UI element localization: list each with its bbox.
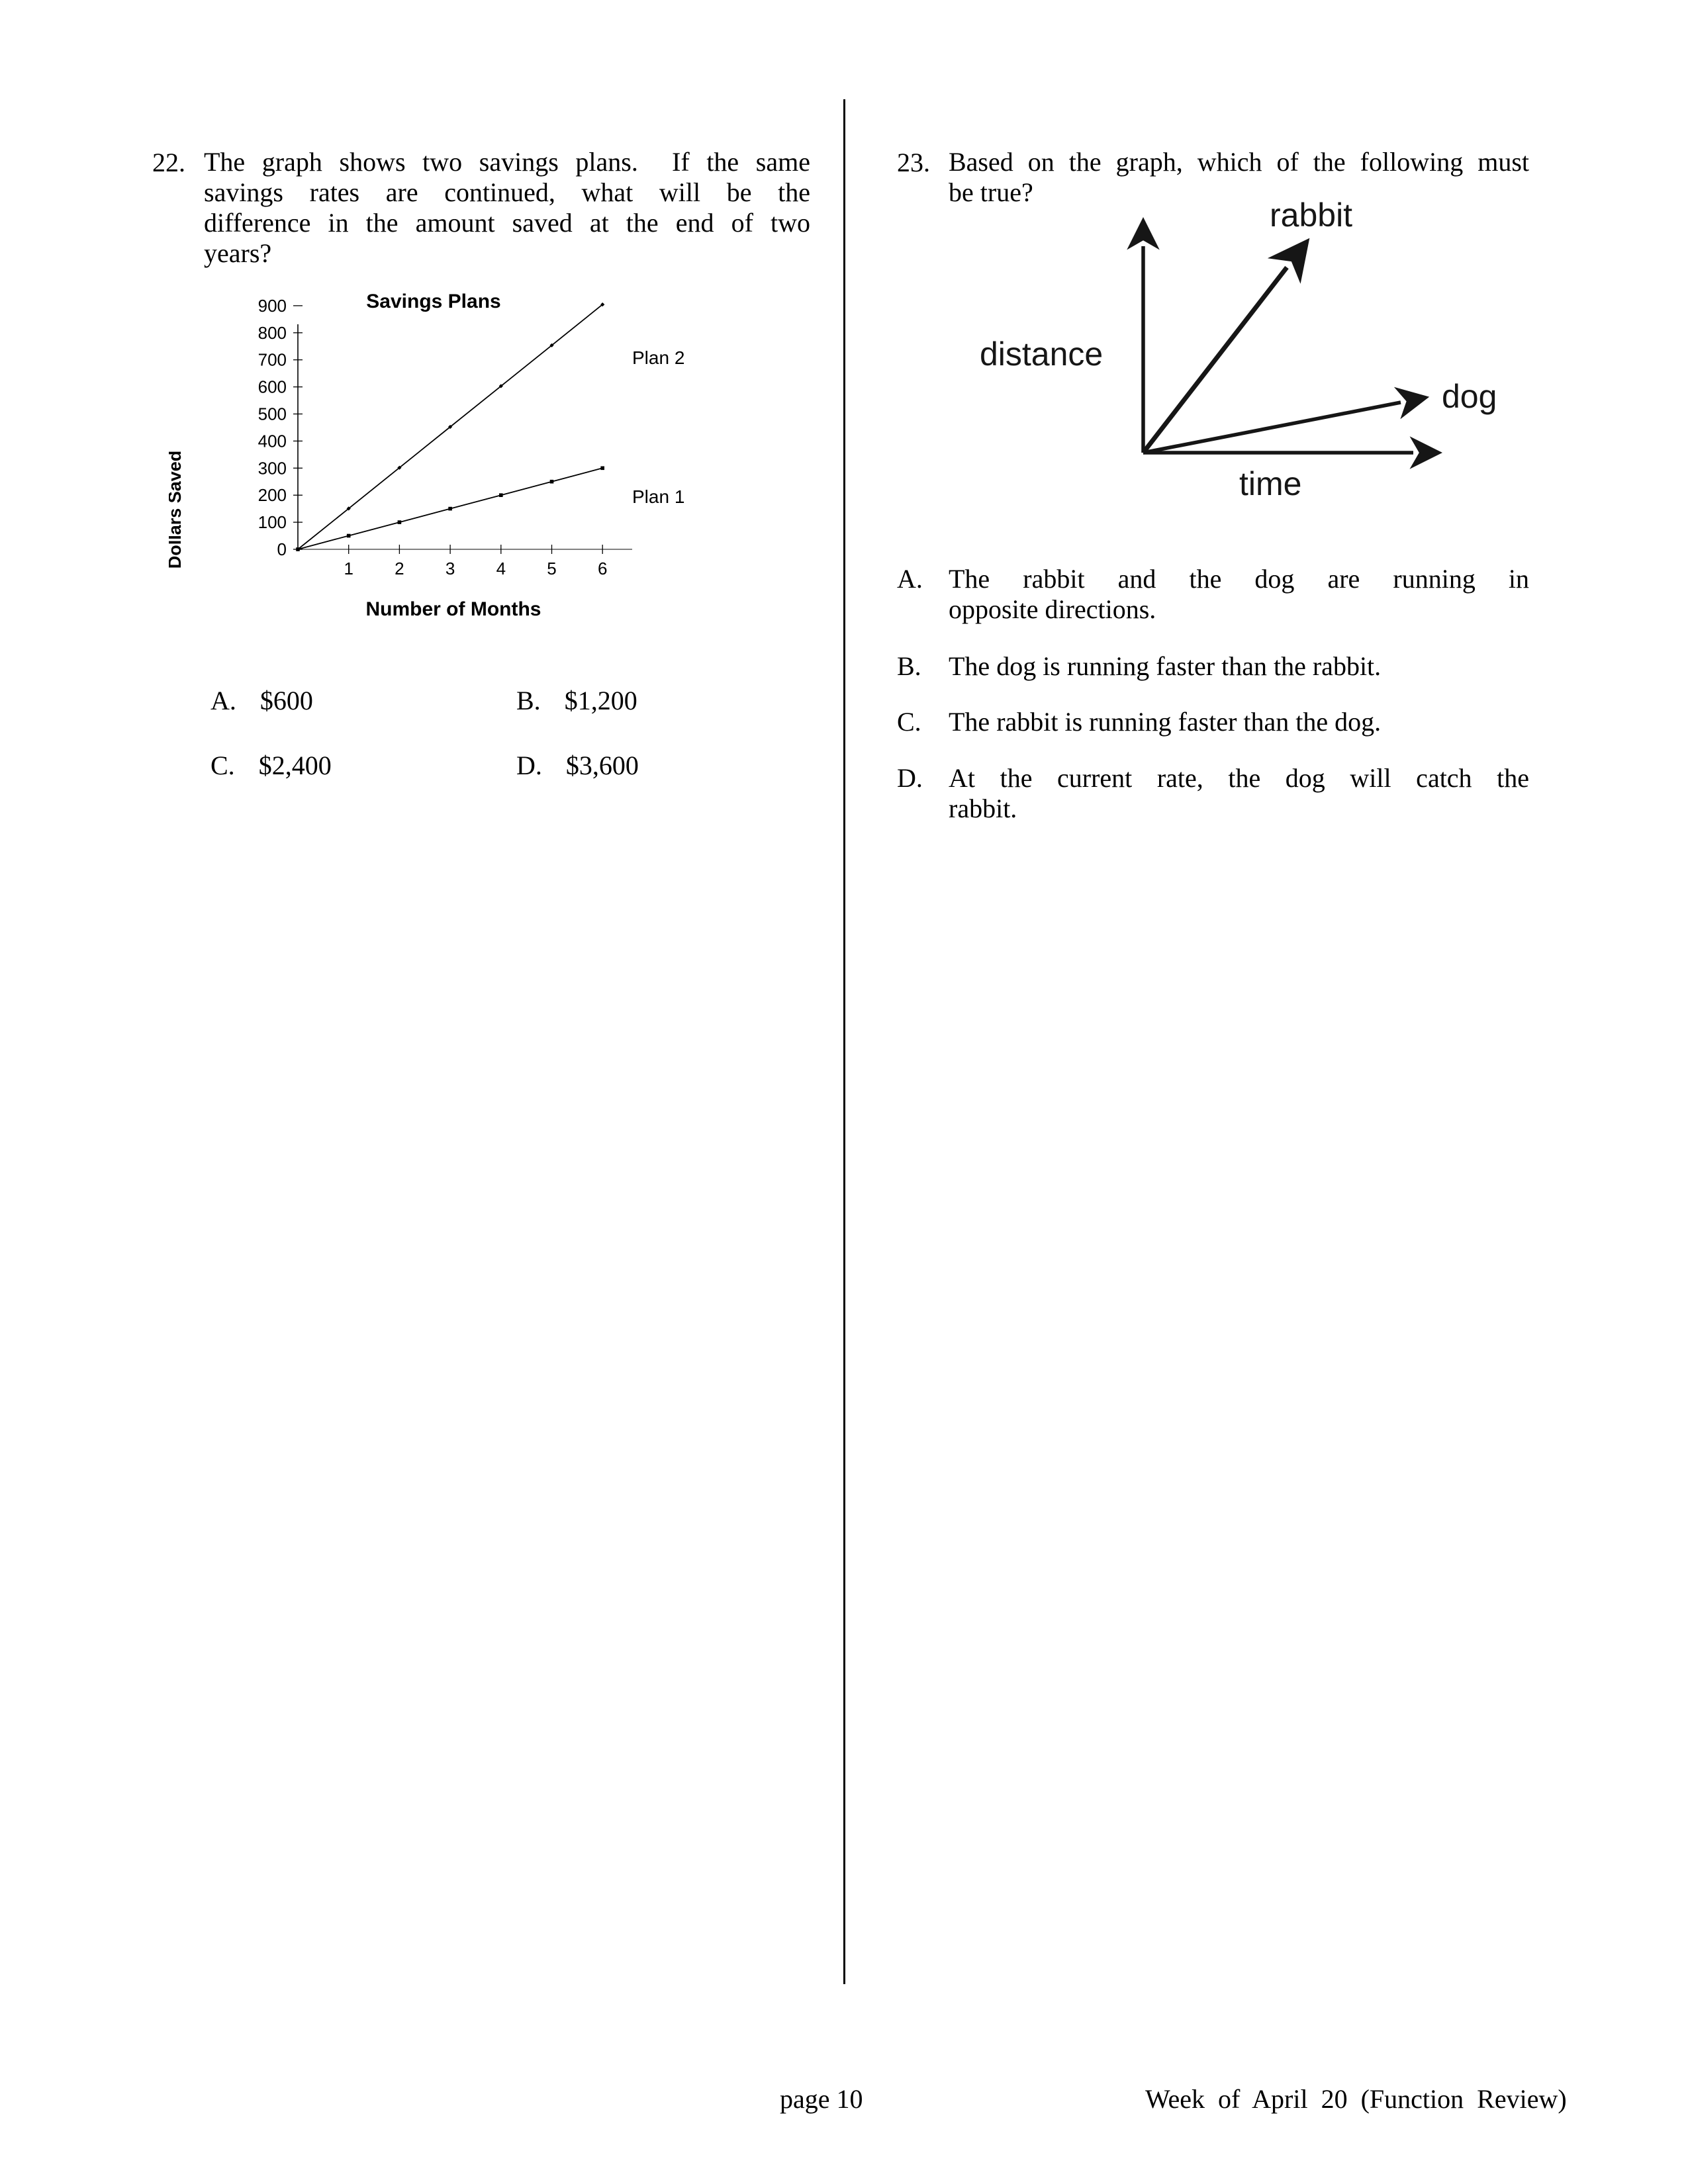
svg-text:2: 2 — [395, 559, 404, 578]
svg-text:Plan 1: Plan 1 — [632, 486, 684, 507]
svg-text:Number of Months: Number of Months — [366, 598, 541, 620]
svg-text:6: 6 — [598, 559, 607, 578]
svg-text:500: 500 — [258, 404, 287, 424]
svg-text:0: 0 — [277, 539, 287, 559]
svg-text:rabbit: rabbit — [1270, 199, 1352, 234]
svg-text:Dollars Saved: Dollars Saved — [169, 451, 185, 569]
svg-text:600: 600 — [258, 377, 287, 397]
svg-text:100: 100 — [258, 512, 287, 532]
svg-text:distance: distance — [980, 336, 1103, 373]
svg-text:4: 4 — [496, 559, 506, 578]
svg-text:time: time — [1239, 465, 1301, 502]
svg-text:200: 200 — [258, 485, 287, 505]
svg-text:700: 700 — [258, 350, 287, 370]
svg-text:5: 5 — [547, 559, 556, 578]
svg-text:3: 3 — [445, 559, 455, 578]
svg-text:400: 400 — [258, 431, 287, 451]
svg-text:900: 900 — [258, 296, 287, 316]
svg-text:Savings Plans: Savings Plans — [366, 291, 500, 312]
svg-text:300: 300 — [258, 458, 287, 478]
svg-text:Plan 2: Plan 2 — [632, 347, 684, 368]
svg-text:800: 800 — [258, 323, 287, 343]
svg-text:1: 1 — [344, 559, 353, 578]
svg-text:dog: dog — [1442, 378, 1497, 415]
